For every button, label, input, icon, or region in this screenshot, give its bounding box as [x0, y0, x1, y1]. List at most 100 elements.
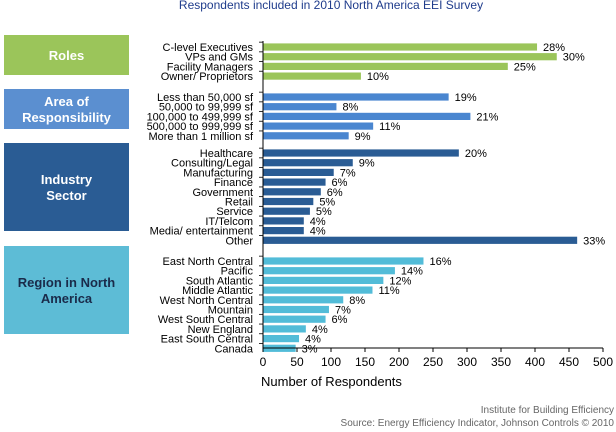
- data-label: 33%: [583, 235, 605, 247]
- group-box-label: Roles: [49, 48, 84, 63]
- data-label: 4%: [305, 334, 321, 346]
- data-label: 8%: [349, 295, 365, 307]
- category-label: East South Central: [161, 334, 253, 346]
- x-tick-label: 400: [525, 355, 545, 369]
- bar: [263, 236, 578, 244]
- category-label: East North Central: [163, 256, 253, 268]
- group-box-3: [4, 246, 129, 334]
- bar: [263, 207, 310, 215]
- group-box-label: Industry: [41, 172, 93, 187]
- data-label: 9%: [355, 131, 371, 143]
- data-label: 11%: [379, 121, 400, 133]
- category-label: Government: [192, 187, 253, 199]
- data-label: 4%: [312, 324, 328, 336]
- data-label: 12%: [389, 275, 411, 287]
- bar: [263, 305, 329, 314]
- category-label: West South Central: [158, 314, 253, 326]
- bar: [263, 168, 334, 176]
- category-label: West North Central: [160, 295, 253, 307]
- x-tick-label: 250: [423, 355, 443, 369]
- credit-line-2: Source: Energy Efficiency Indicator, Joh…: [341, 418, 615, 429]
- category-label: Pacific: [221, 266, 254, 278]
- x-axis-label: Number of Respondents: [261, 374, 402, 389]
- bar: [263, 159, 353, 167]
- group-box-1: [4, 89, 129, 129]
- category-label: 50,000 to 99,999 sf: [159, 102, 254, 114]
- bar: [263, 188, 321, 196]
- x-tick-label: 200: [389, 355, 409, 369]
- group-box-label: Sector: [46, 188, 86, 203]
- category-label: Consulting/Legal: [171, 158, 253, 170]
- bar: [263, 197, 314, 206]
- x-tick-label: 0: [260, 355, 267, 369]
- bar: [263, 103, 337, 111]
- group-box-label: Region in North: [18, 275, 116, 290]
- category-label: More than 1 million sf: [148, 131, 253, 143]
- data-label: 20%: [465, 148, 487, 160]
- bars: C-level Executives 28% VPs and GMs 30% Facil…: [147, 42, 606, 355]
- category-label: Retail: [225, 197, 253, 209]
- x-tick-label: 100: [321, 355, 341, 369]
- x-tick-label: 500: [593, 355, 613, 369]
- group-box-label: Responsibility: [22, 110, 112, 125]
- bar: [263, 227, 304, 235]
- bar: [263, 217, 304, 225]
- bar: [263, 132, 349, 140]
- bar: [263, 53, 557, 61]
- bar: [263, 112, 471, 120]
- axes: 0 50 100 150 200 250 300 350 400 450 500: [259, 41, 613, 369]
- group-box-2: [4, 143, 129, 231]
- category-label: Manufacturing: [183, 167, 253, 179]
- category-label: Facility Managers: [167, 61, 254, 73]
- x-tick-label: 350: [491, 355, 511, 369]
- bar: [263, 62, 508, 70]
- category-label: 100,000 to 499,999 sf: [147, 111, 254, 123]
- data-label: 25%: [514, 61, 536, 73]
- bar: [263, 267, 395, 275]
- data-label: 5%: [316, 206, 332, 218]
- category-label: Finance: [214, 177, 253, 189]
- bar: [263, 286, 373, 294]
- category-label: Media/ entertainment: [150, 226, 253, 238]
- data-label: 9%: [359, 158, 375, 170]
- data-label: 30%: [563, 52, 585, 64]
- bar: [263, 325, 306, 333]
- data-label: 21%: [476, 111, 498, 123]
- bar: [263, 257, 424, 265]
- data-label: 7%: [340, 167, 356, 179]
- x-tick-label: 150: [355, 355, 375, 369]
- bar: [263, 296, 344, 304]
- category-label: Mountain: [208, 305, 253, 317]
- data-label: 6%: [327, 187, 343, 199]
- category-label: VPs and GMs: [185, 52, 253, 64]
- bar: [263, 276, 384, 284]
- category-label: IT/Telcom: [205, 216, 253, 228]
- category-label: 500,000 to 999,999 sf: [147, 121, 254, 133]
- category-label: C-level Executives: [163, 42, 254, 54]
- data-label: 14%: [401, 266, 423, 278]
- category-label: Canada: [214, 343, 253, 355]
- data-label: 16%: [429, 256, 451, 268]
- data-label: 6%: [332, 314, 348, 326]
- data-label: 10%: [367, 71, 389, 83]
- bar: [263, 122, 374, 130]
- category-label: South Atlantic: [186, 275, 254, 287]
- credit-line-1: Institute for Building Efficiency: [481, 405, 614, 416]
- x-tick-label: 50: [290, 355, 304, 369]
- data-label: 4%: [310, 216, 326, 228]
- bar: [263, 43, 538, 51]
- data-label: 7%: [335, 305, 351, 317]
- category-label: Less than 50,000 sf: [157, 92, 254, 104]
- data-label: 3%: [302, 343, 318, 355]
- bar: [263, 93, 449, 101]
- bar: [263, 72, 361, 80]
- data-label: 6%: [332, 177, 348, 189]
- group-box-label: Area of: [44, 94, 89, 109]
- group-box-0: [4, 35, 129, 75]
- data-label: 5%: [319, 197, 335, 209]
- data-label: 11%: [378, 285, 399, 297]
- category-label: Owner/ Proprietors: [161, 71, 254, 83]
- category-label: Middle Atlantic: [182, 285, 253, 297]
- x-tick-label: 300: [457, 355, 477, 369]
